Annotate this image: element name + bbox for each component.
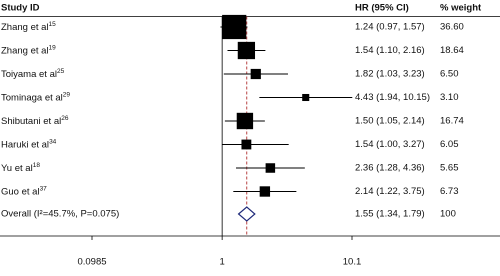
study-name: Shibutani et al [1,116,61,127]
study-label: Shibutani et al26 [1,115,69,127]
weight-square [241,139,252,150]
study-name: Toiyama et al [1,69,57,80]
weight-square [265,163,276,173]
column-header: HR (95% CI) [355,3,409,14]
weight-label: 6.05 [440,139,459,150]
hr-label: 1.82 (1.03, 3.23) [355,69,425,80]
weight-label: 6.50 [440,69,459,80]
study-name: Haruki et al [1,139,49,150]
weight-square [250,68,261,80]
study-ref: 37 [40,185,48,192]
study-ref: 15 [49,21,57,28]
study-label: Zhang et al15 [1,21,56,33]
study-name: Guo et al [1,186,40,197]
study-ref: 25 [57,68,65,75]
study-name: Zhang et al [1,45,49,56]
overall-label: Overall (I²=45.7%, P=0.075) [1,209,119,220]
study-label: Tominaga et al29 [1,91,70,103]
hr-label: 2.14 (1.22, 3.75) [355,186,425,197]
hr-label: 1.54 (1.00, 3.27) [355,139,425,150]
weight-square [259,186,271,197]
x-tick-label: 0.0985 [77,257,106,268]
study-label: Yu et al18 [1,162,40,174]
study-ref: 18 [33,162,41,169]
weight-label: 3.10 [440,92,459,103]
weight-label: 36.60 [440,22,464,33]
hr-label: 2.36 (1.28, 4.36) [355,163,425,174]
weight-label: 5.65 [440,163,459,174]
weight-label: 18.64 [440,45,464,56]
x-tick-label: 1 [219,257,224,268]
study-name: Yu et al [1,163,33,174]
overall-hr-label: 1.55 (1.34, 1.79) [355,209,425,220]
study-ref: 19 [49,44,57,51]
hr-label: 1.54 (1.10, 2.16) [355,45,425,56]
overall-diamond [237,206,256,222]
study-name: Zhang et al [1,22,49,33]
hr-label: 1.50 (1.05, 2.14) [355,116,425,127]
study-ref: 26 [61,115,69,122]
weight-square [237,41,256,60]
study-label: Toiyama et al25 [1,68,65,80]
study-name: Tominaga et al [1,92,63,103]
column-header: % weight [440,3,482,14]
study-label: Haruki et al34 [1,138,57,150]
weight-square [222,14,247,40]
weight-square [302,93,310,102]
hr-label: 1.24 (0.97, 1.57) [355,22,425,33]
weight-label: 16.74 [440,116,464,127]
hr-label: 4.43 (1.94, 10.15) [355,92,430,103]
column-header: Study ID [1,3,40,14]
study-ref: 34 [49,138,57,145]
weight-label: 6.73 [440,186,459,197]
overall-weight: 100 [440,209,456,220]
x-tick-label: 10.1 [343,257,362,268]
study-label: Guo et al37 [1,185,47,197]
weight-square [236,112,254,130]
study-label: Zhang et al19 [1,44,56,56]
study-ref: 29 [63,91,71,98]
